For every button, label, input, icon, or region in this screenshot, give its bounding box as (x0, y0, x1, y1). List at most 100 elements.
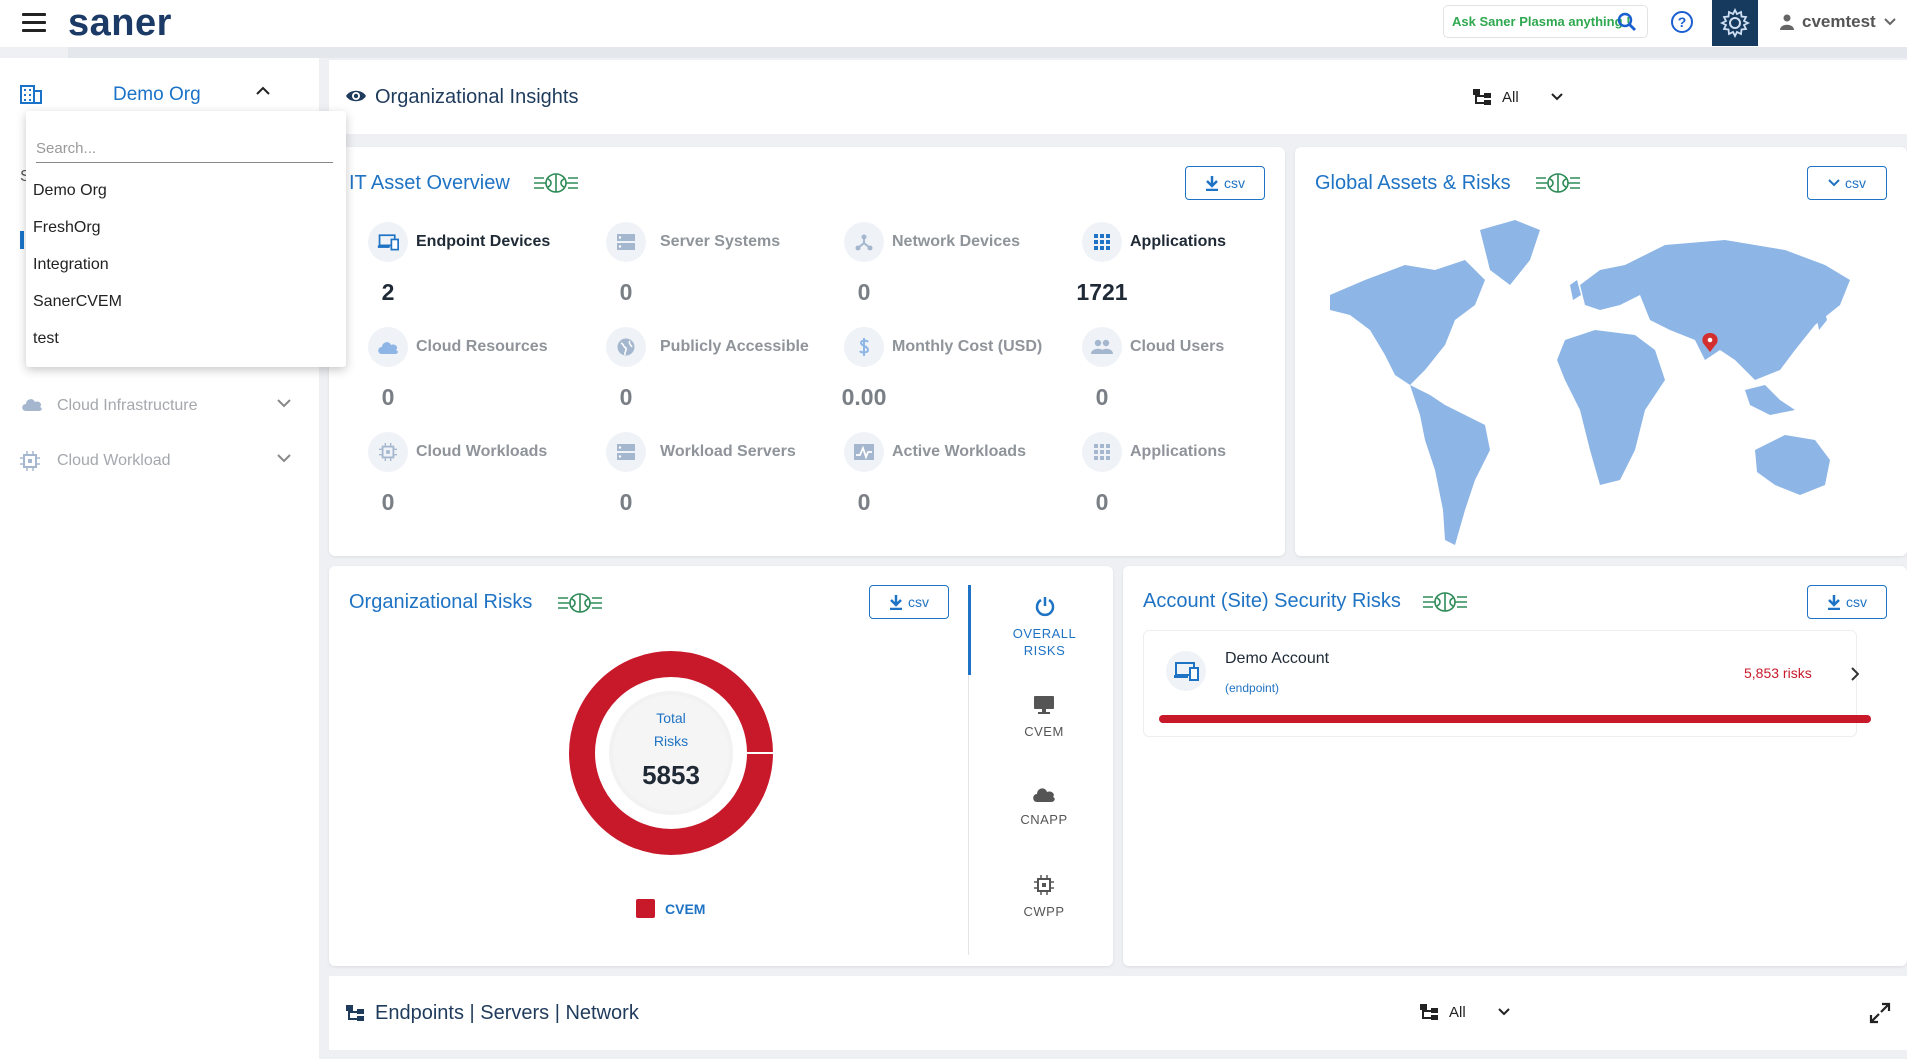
search-icon[interactable] (1617, 12, 1637, 32)
account-risks-title: Account (Site) Security Risks (1143, 590, 1401, 612)
asset-stat-value: 0 (857, 489, 871, 515)
asset-stat-network-devices[interactable]: Network Devices 0 (844, 222, 1082, 322)
org-option[interactable]: SanerCVEM (33, 293, 122, 310)
total-risks-donut[interactable] (568, 650, 774, 856)
account-icon-wrap (1166, 651, 1206, 691)
cloud-icon (368, 327, 408, 367)
insights-header: Organizational Insights All (329, 60, 1907, 134)
monitor-icon (1034, 696, 1054, 714)
asset-stat-value: 0 (381, 384, 395, 410)
account-name: Demo Account (1225, 650, 1330, 667)
ai-brain-icon[interactable] (1536, 170, 1580, 196)
chevron-down-icon (1550, 93, 1563, 101)
org-name: Demo Org (113, 84, 201, 105)
ai-brain-icon[interactable] (1423, 589, 1467, 615)
help-icon[interactable]: ? (1670, 10, 1694, 34)
csv-label: csv (1224, 175, 1245, 191)
org-option[interactable]: Demo Org (33, 182, 107, 199)
user-menu[interactable]: cvemtest (1780, 12, 1896, 32)
org-risks-csv-button[interactable]: csv (869, 585, 949, 619)
app-logo[interactable]: saner (68, 2, 172, 44)
settings-button[interactable] (1712, 0, 1758, 46)
org-option[interactable]: Integration (33, 256, 109, 273)
tab-cvem[interactable]: CVEM (969, 695, 1119, 755)
chevron-down-icon (277, 399, 291, 408)
chevron-down-icon (1497, 1008, 1510, 1016)
hamburger-menu-icon[interactable] (22, 13, 46, 33)
ai-brain-icon[interactable] (558, 590, 602, 616)
page-title: Organizational Insights (375, 86, 579, 108)
tab-overall-risks[interactable]: OVERALL RISKS (968, 585, 1118, 675)
tab-cnapp[interactable]: CNAPP (969, 785, 1119, 845)
tab-label: CVEM (1024, 724, 1064, 739)
chevron-down-icon (1884, 18, 1896, 26)
asset-stat-workload-servers[interactable]: Workload Servers 0 (606, 432, 844, 532)
cloud-icon (1033, 788, 1055, 802)
donut-legend[interactable]: CVEM (636, 899, 705, 918)
download-icon (1206, 176, 1218, 191)
asset-stat-server-systems[interactable]: Server Systems 0 (606, 222, 844, 322)
sidebar-item-cloud-infrastructure[interactable]: Cloud Infrastructure (0, 385, 319, 429)
server-icon (606, 222, 646, 262)
dollar-icon (844, 327, 884, 367)
expand-icon[interactable] (1869, 1002, 1891, 1024)
eye-icon (346, 90, 366, 102)
location-pin-icon[interactable] (1702, 333, 1718, 352)
chevron-up-icon[interactable] (256, 86, 270, 95)
ask-plasma-search[interactable]: Ask Saner Plasma anything ! (1443, 5, 1648, 38)
tab-cwpp[interactable]: CWPP (969, 875, 1119, 935)
asset-stat-value: 0 (1095, 489, 1109, 515)
org-dropdown: Demo Org FreshOrg Integration SanerCVEM … (26, 111, 346, 367)
asset-stat-monthly-cost-usd[interactable]: Monthly Cost (USD) 0.00 (842, 327, 1082, 427)
it-asset-csv-button[interactable]: csv (1185, 166, 1265, 200)
it-asset-overview-card (329, 147, 1285, 556)
org-selector[interactable]: Demo Org (0, 66, 319, 121)
asset-stat-label: Cloud Resources (416, 338, 548, 355)
asset-stat-cloud-resources[interactable]: Cloud Resources 0 (368, 327, 606, 427)
legend-swatch (636, 899, 655, 918)
risk-progress-fill (1159, 715, 1871, 723)
asset-stat-applications[interactable]: Applications 0 (1082, 432, 1320, 532)
server-icon (606, 432, 646, 472)
account-risks-csv-button[interactable]: csv (1807, 585, 1887, 619)
asset-stat-label: Monthly Cost (USD) (892, 338, 1043, 355)
apps-grid-icon (1082, 222, 1122, 262)
asset-stat-applications[interactable]: Applications 1721 (1076, 222, 1320, 322)
asset-stat-endpoint-devices[interactable]: Endpoint Devices 2 (368, 222, 606, 322)
world-map[interactable] (1325, 210, 1855, 555)
asset-stat-value: 0 (619, 489, 633, 515)
asset-stat-publicly-accessible[interactable]: Publicly Accessible 0 (606, 327, 844, 427)
donut-label-risks: Risks (653, 733, 689, 749)
tab-label: CWPP (1023, 904, 1065, 919)
sidebar-item-label: Cloud Workload (57, 452, 171, 469)
org-option[interactable]: FreshOrg (33, 219, 101, 236)
ask-plasma-text: Ask Saner Plasma anything ! (1452, 14, 1631, 29)
asset-stat-value: 2 (381, 279, 395, 305)
asset-stat-cloud-workloads[interactable]: Cloud Workloads 0 (368, 432, 606, 532)
it-asset-title: IT Asset Overview (349, 172, 510, 194)
insights-filter[interactable]: All (1472, 88, 1563, 106)
sidebar-item-cloud-workload[interactable]: Cloud Workload (0, 440, 319, 484)
cloud-icon (22, 399, 42, 411)
download-icon (890, 595, 902, 610)
org-search-input[interactable] (36, 135, 333, 163)
asset-stat-value: 0 (857, 279, 871, 305)
ai-brain-icon[interactable] (534, 170, 578, 196)
csv-label: csv (1846, 594, 1867, 610)
asset-stat-label: Network Devices (892, 233, 1021, 250)
asset-stat-value: 0 (1095, 384, 1109, 410)
chevron-down-icon (277, 454, 291, 463)
endpoints-header: Endpoints | Servers | Network All (329, 976, 1907, 1050)
risk-progress-track (1159, 715, 1871, 723)
chevron-right-icon[interactable] (1851, 667, 1859, 681)
apps-grid-icon (1082, 432, 1122, 472)
account-row[interactable]: Demo Account (endpoint) 5,853 risks (1143, 630, 1871, 737)
asset-stat-active-workloads[interactable]: Active Workloads 0 (844, 432, 1082, 532)
endpoints-filter[interactable]: All (1419, 1003, 1510, 1021)
global-assets-csv-button[interactable]: csv (1807, 166, 1887, 200)
power-icon (1035, 597, 1054, 617)
filter-label: All (1449, 1003, 1466, 1021)
asset-stat-cloud-users[interactable]: Cloud Users 0 (1082, 327, 1320, 427)
org-option[interactable]: test (33, 330, 59, 347)
asset-stat-value: 0 (619, 384, 633, 410)
